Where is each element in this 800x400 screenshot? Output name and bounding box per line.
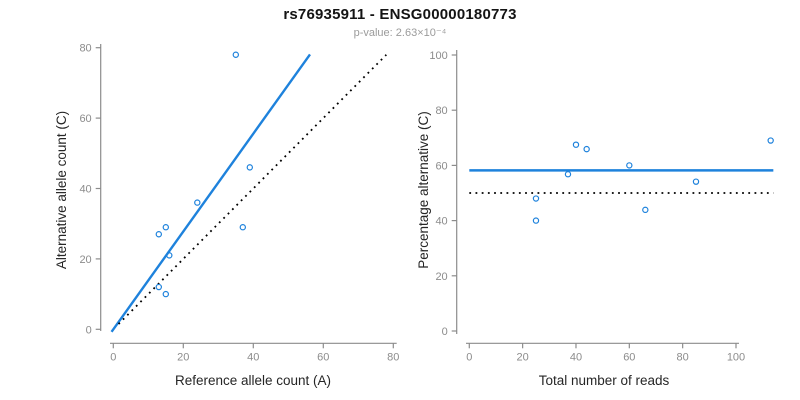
x-tick-label: 0: [110, 351, 116, 363]
regression-line: [110, 53, 311, 333]
data-point: [767, 137, 774, 144]
data-point: [572, 141, 580, 148]
x-axis-title: Reference allele count (A): [175, 373, 331, 388]
data-point: [232, 51, 239, 58]
x-tick-label: 40: [247, 351, 259, 363]
data-point: [626, 162, 633, 169]
x-tick-label: 0: [466, 351, 472, 363]
y-tick-label: 60: [79, 113, 91, 125]
percentage-panel: 0 20 40 60 80 100 0 20 40 60 80 100 Total number of …: [416, 50, 774, 388]
y-tick-label: 40: [435, 216, 447, 228]
data-point: [166, 252, 173, 259]
data-point: [532, 217, 540, 224]
data-point: [532, 195, 540, 202]
y-tick-label: 0: [86, 324, 92, 336]
data-point: [564, 171, 572, 178]
data-point: [239, 224, 246, 231]
y-tick-label: 20: [79, 254, 91, 266]
allele-count-panel: 0 20 40 60 80 0 20 40 60 80 Reference allele count…: [54, 43, 399, 388]
x-tick-label: 100: [727, 351, 745, 363]
x-tick-label: 80: [387, 351, 399, 363]
y-axis-title: Percentage alternative (C): [416, 111, 431, 269]
x-tick-label: 60: [317, 351, 329, 363]
x-tick-label: 20: [517, 351, 529, 363]
data-point: [583, 145, 590, 153]
y-axis-title: Alternative allele count (C): [54, 111, 69, 269]
y-tick-label: 100: [429, 50, 447, 62]
y-tick-label: 80: [79, 43, 91, 55]
data-point: [162, 290, 169, 298]
data-point: [155, 283, 162, 291]
data-point: [194, 199, 201, 206]
y-tick-label: 60: [435, 160, 447, 172]
y-tick-label: 40: [79, 184, 91, 196]
data-point: [162, 224, 169, 231]
x-tick-label: 60: [623, 351, 635, 363]
y-tick-label: 20: [435, 271, 447, 283]
x-tick-label: 40: [570, 351, 582, 363]
x-tick-label: 20: [177, 351, 189, 363]
data-point: [155, 231, 162, 238]
data-point: [246, 164, 253, 171]
data-point: [642, 206, 649, 214]
identity-line: [117, 54, 387, 325]
y-tick-label: 0: [442, 326, 448, 338]
x-axis-title: Total number of reads: [539, 373, 670, 388]
y-tick-label: 80: [435, 105, 447, 117]
x-tick-label: 80: [677, 351, 689, 363]
data-point: [692, 178, 700, 185]
